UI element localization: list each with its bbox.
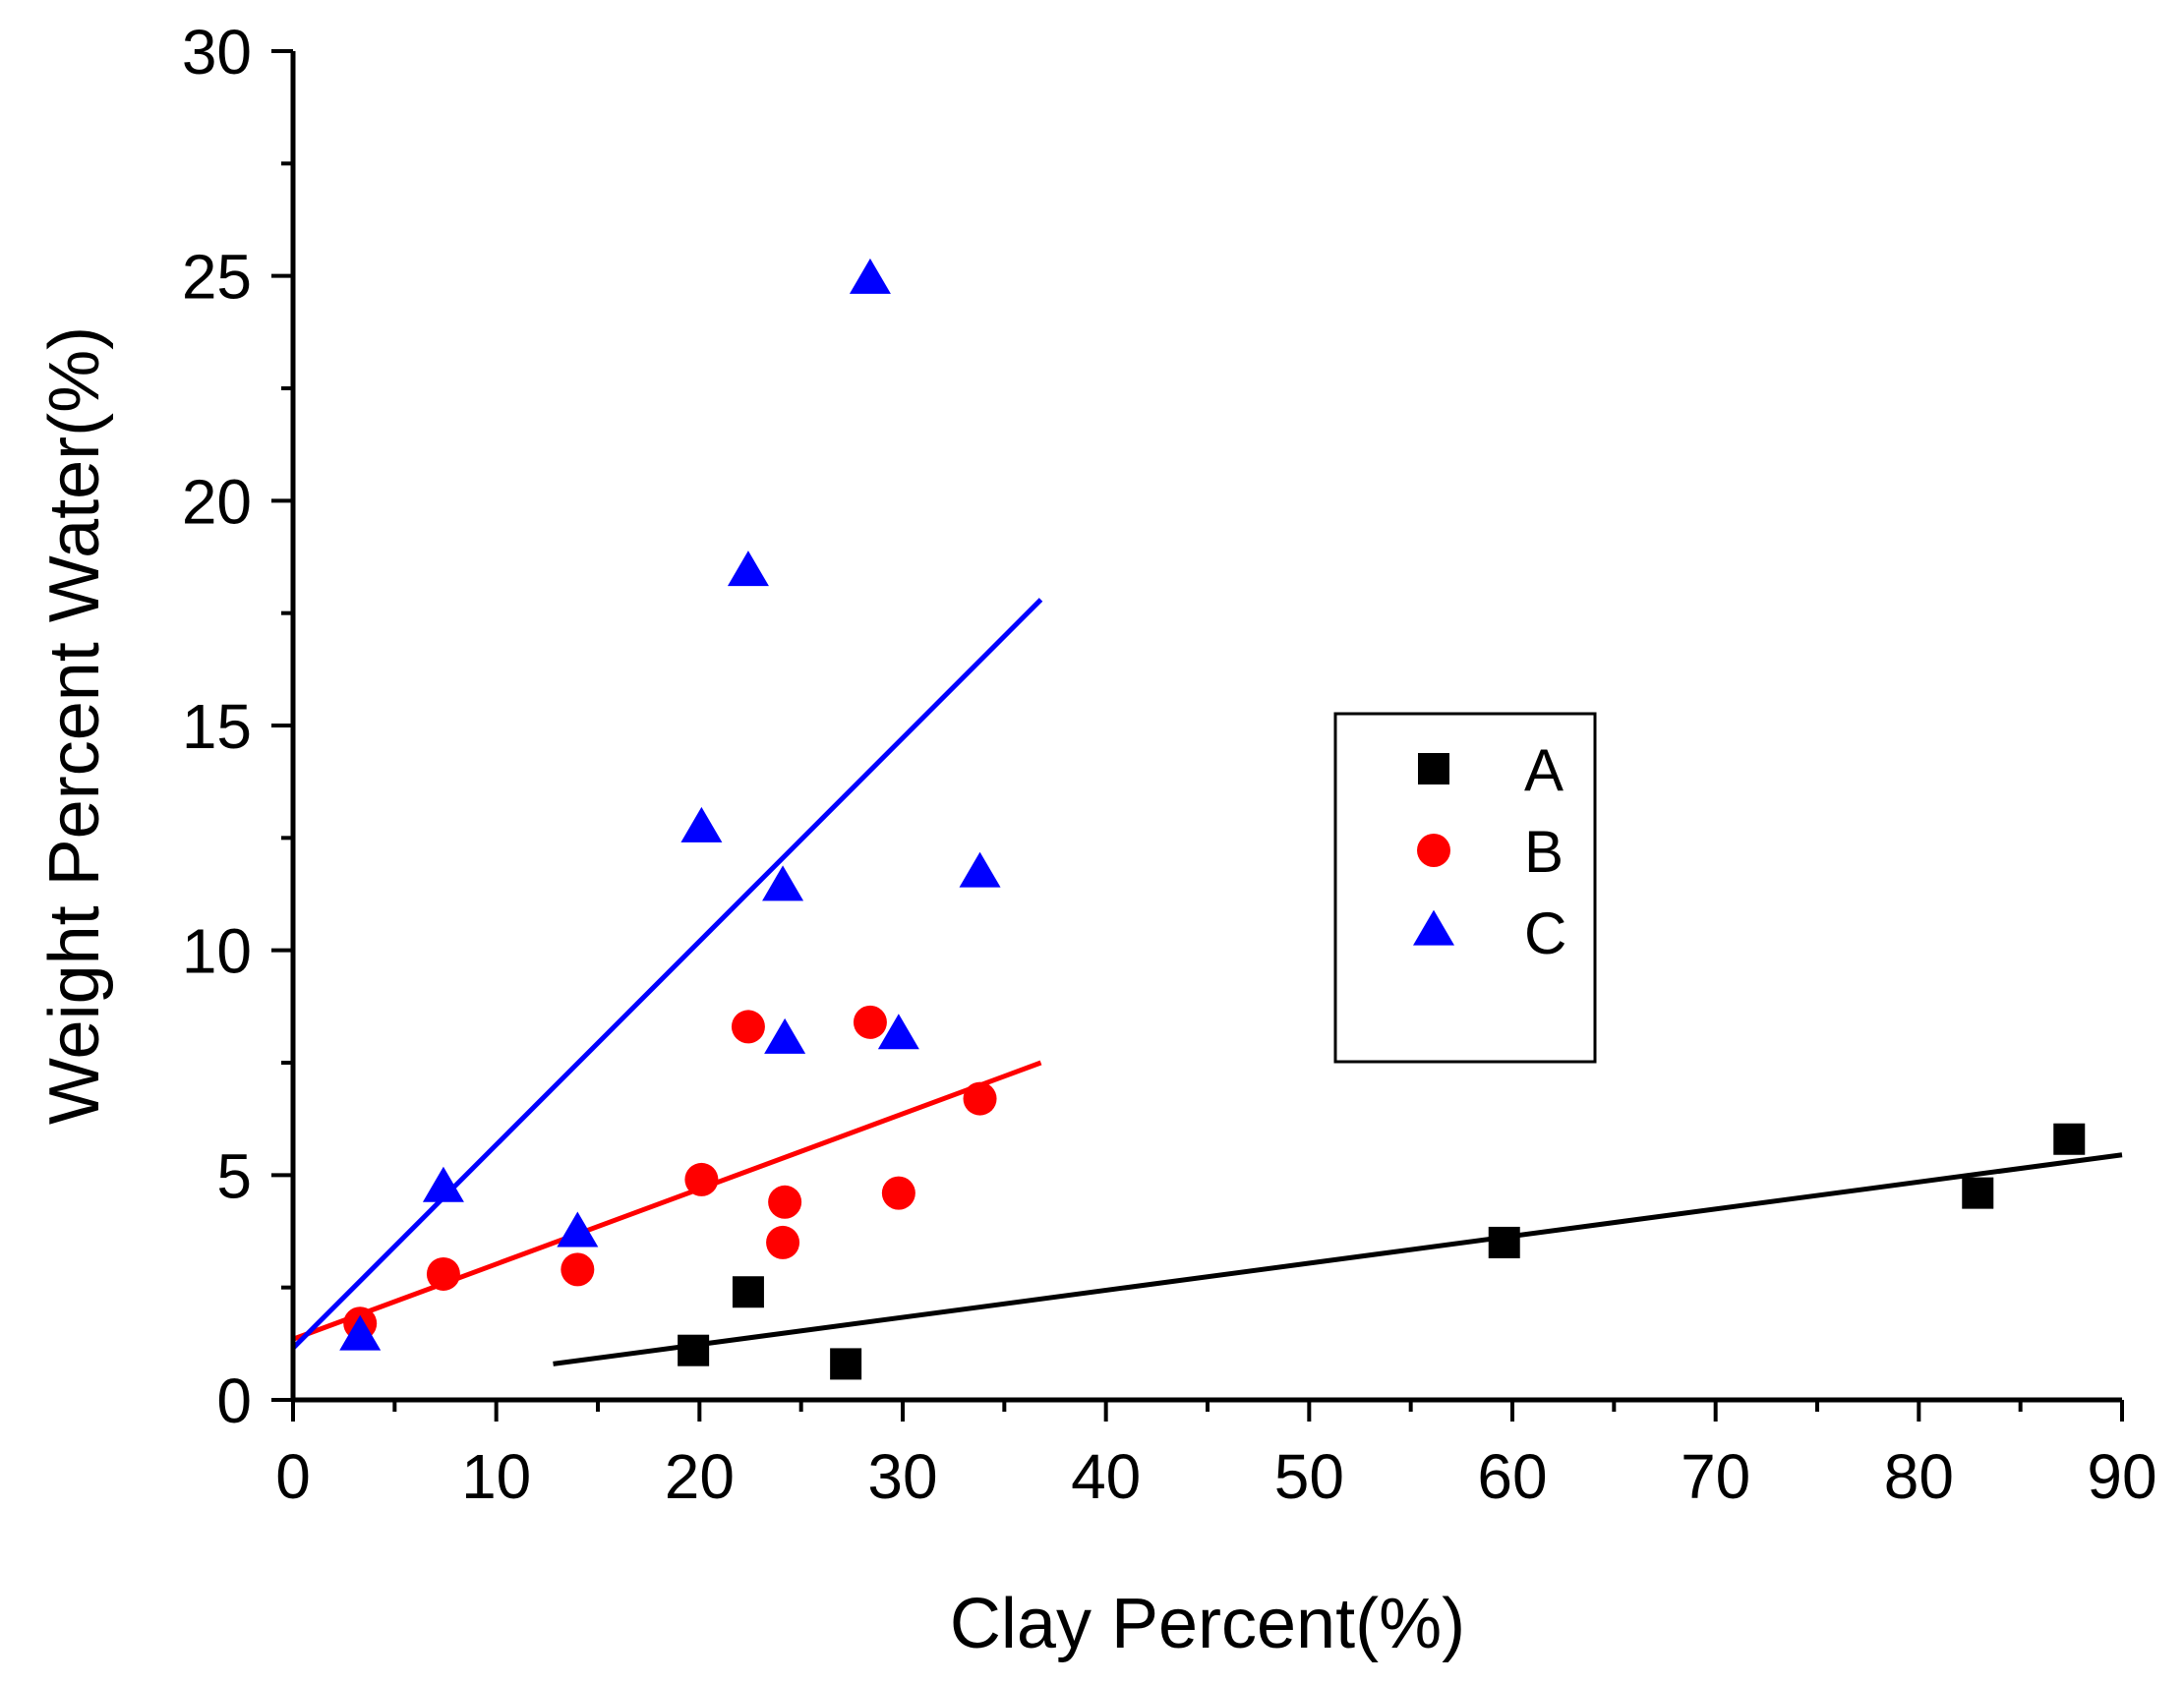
point-b — [766, 1225, 800, 1259]
y-tick-label: 0 — [216, 1365, 252, 1436]
y-tick-label: 10 — [182, 916, 252, 987]
point-b — [731, 1010, 765, 1044]
point-b — [684, 1162, 719, 1196]
legend-marker-b — [1417, 834, 1450, 867]
legend-label-c: C — [1524, 900, 1566, 966]
point-b — [963, 1081, 997, 1116]
legend-label-a: A — [1524, 737, 1564, 803]
point-a — [1962, 1177, 1994, 1209]
point-b — [881, 1176, 915, 1210]
x-tick-label: 20 — [665, 1441, 735, 1512]
legend-label-b: B — [1524, 819, 1564, 885]
x-tick-label: 30 — [867, 1441, 937, 1512]
point-c — [727, 551, 769, 587]
fit-lines — [291, 598, 2123, 1366]
fit-line-c — [291, 598, 1043, 1351]
legend: ABC — [1333, 712, 1597, 1064]
legend-marker-a — [1418, 753, 1449, 784]
x-tick-label: 90 — [2087, 1441, 2156, 1512]
x-tick-label: 0 — [275, 1441, 311, 1512]
point-c — [959, 851, 1001, 888]
point-a — [1488, 1226, 1520, 1258]
point-b — [768, 1185, 802, 1219]
ticks: 0 10 20 30 40 50 60 70 80 90 0 5 10 15 20 25 30 — [182, 17, 2157, 1512]
point-a — [678, 1334, 710, 1366]
y-tick-label: 5 — [216, 1140, 252, 1211]
x-tick-label: 10 — [461, 1441, 531, 1512]
fit-line-a — [553, 1152, 2123, 1366]
y-tick-label: 20 — [182, 466, 252, 537]
x-tick-label: 70 — [1681, 1441, 1750, 1512]
axes — [290, 51, 2122, 1403]
y-tick-label: 15 — [182, 691, 252, 762]
legend-marker-c — [1413, 909, 1454, 946]
legend-box — [1333, 712, 1597, 1064]
point-c — [849, 258, 891, 294]
x-tick-label: 40 — [1071, 1441, 1141, 1512]
point-b — [426, 1256, 460, 1291]
point-c — [762, 865, 804, 901]
data-points — [339, 258, 2086, 1380]
x-tick-label: 80 — [1884, 1441, 1954, 1512]
point-c — [877, 1014, 919, 1050]
point-a — [2053, 1123, 2086, 1155]
point-c — [422, 1166, 464, 1202]
y-axis-title: Weight Percent Water(%) — [35, 326, 114, 1125]
point-b — [853, 1005, 887, 1039]
point-c — [764, 1017, 806, 1054]
y-tick-label: 25 — [182, 242, 252, 313]
x-tick-label: 50 — [1274, 1441, 1344, 1512]
x-tick-label: 60 — [1477, 1441, 1547, 1512]
point-b — [561, 1252, 595, 1287]
y-tick-label: 30 — [182, 17, 252, 87]
point-a — [732, 1276, 764, 1308]
fit-line-b — [292, 1060, 1042, 1342]
point-c — [339, 1314, 382, 1351]
point-a — [830, 1348, 862, 1380]
x-axis-title: Clay Percent(%) — [950, 1585, 1465, 1663]
point-c — [680, 806, 723, 842]
point-c — [557, 1211, 599, 1248]
